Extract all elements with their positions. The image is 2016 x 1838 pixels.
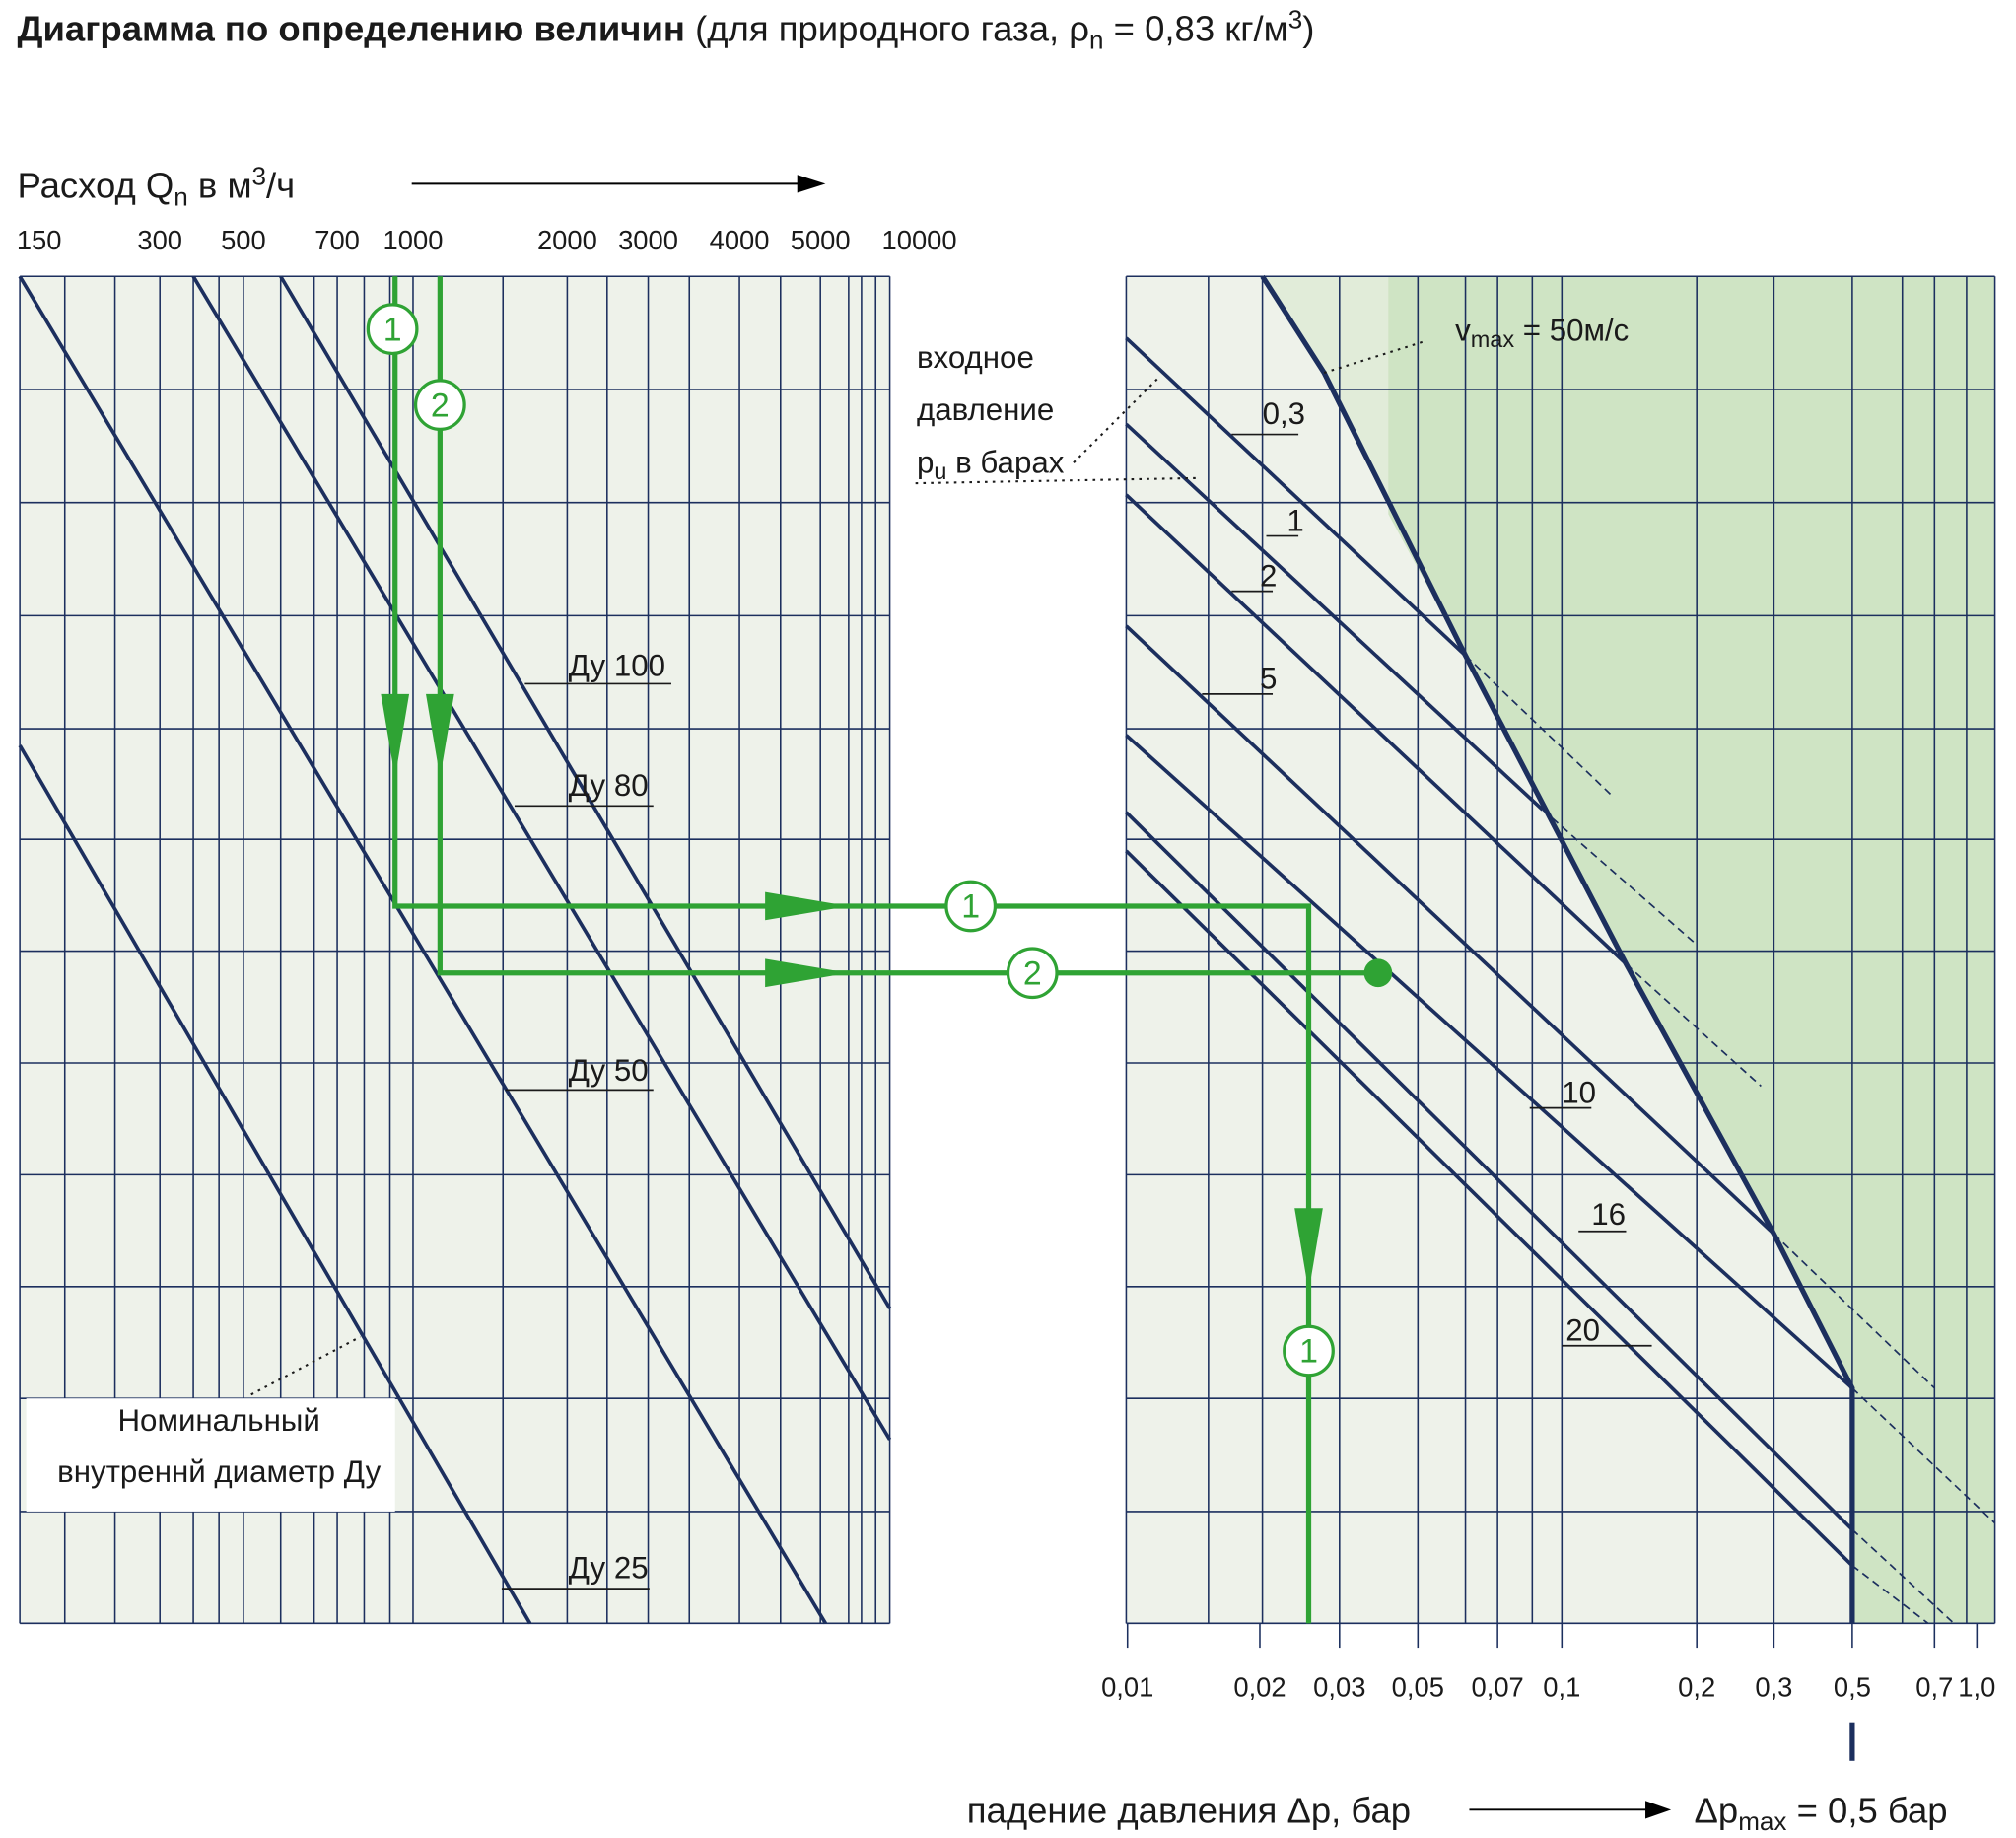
nominal-box [26, 1398, 395, 1512]
pressure-line [1125, 624, 1775, 1236]
flow-tick-label: 3000 [618, 225, 678, 255]
pressure-label: 0,3 [1263, 396, 1305, 431]
marker-label: 1 [383, 311, 402, 348]
pressure-label: 10 [1562, 1075, 1596, 1109]
path-2 [437, 276, 1378, 976]
nominal-label: Номинальный [117, 1403, 319, 1438]
drop-tick-label: 0,02 [1233, 1672, 1286, 1703]
drop-tick-label: 1,0 [1958, 1672, 1995, 1703]
drop-arrowhead [1645, 1801, 1672, 1819]
inlet-label: входное [917, 340, 1034, 375]
pressure-extension [1851, 1528, 1955, 1624]
title: Диаграмма по определению величин (для пр… [18, 5, 1315, 55]
diameter-line [18, 744, 532, 1625]
flow-tick-label: 500 [221, 225, 266, 255]
drop-tick-label: 0,01 [1101, 1672, 1153, 1703]
nominal-label: внутреннй диаметр Ду [57, 1454, 381, 1489]
pressure-line [1125, 422, 1544, 812]
flow-tick-label: 1000 [383, 225, 444, 255]
pressure-label: 2 [1260, 558, 1277, 593]
vmax-label: vmax = 50м/с [1455, 313, 1629, 352]
marker-label: 2 [1023, 954, 1042, 992]
pressure-label: 1 [1286, 503, 1303, 537]
arrowhead [1294, 1208, 1323, 1293]
leader [1323, 339, 1427, 375]
marker-circle [366, 303, 419, 356]
marker-circle [413, 379, 466, 431]
diameter-line [191, 275, 892, 1441]
drop-axis-label: падение давления Δp, бар [967, 1790, 1411, 1830]
drop-tick-label: 0,07 [1472, 1672, 1524, 1703]
arrowhead [426, 693, 454, 778]
inlet-label: pu в барах [917, 446, 1065, 485]
diameter-line [279, 275, 892, 1309]
diameter-label: Ду 100 [569, 649, 665, 683]
marker-label: 1 [1299, 1333, 1318, 1371]
drop-tick-label: 0,7 [1915, 1672, 1953, 1703]
pressure-extension [1625, 962, 1762, 1088]
leader [1073, 378, 1158, 463]
marker-circle [1283, 1324, 1335, 1378]
inlet-label: давление [917, 392, 1054, 427]
curves [18, 275, 1996, 1625]
pressure-extension [1773, 1233, 1935, 1389]
marker-label: 1 [961, 888, 980, 926]
flow-arrowhead [797, 175, 826, 193]
drop-tick-label: 0,1 [1543, 1672, 1580, 1703]
diameter-line [18, 275, 827, 1625]
flow-tick-label: 5000 [791, 225, 851, 255]
flow-tick-label: 150 [17, 225, 62, 255]
flow-tick-label: 10000 [882, 225, 957, 255]
drop-tick-label: 0,2 [1678, 1672, 1715, 1703]
flow-axis-label: Расход Qn в м3/ч [18, 162, 296, 212]
marker-circle [1006, 947, 1059, 1000]
diameter-label: Ду 25 [569, 1551, 649, 1586]
flow-tick-label: 2000 [537, 225, 597, 255]
arrowhead [765, 958, 849, 988]
marker-label: 2 [431, 387, 450, 424]
pressure-label: 20 [1565, 1313, 1600, 1348]
flow-tick-label: 700 [314, 225, 360, 255]
end-point [1363, 958, 1393, 988]
pressure-extension [1851, 1387, 1996, 1524]
pressure-label: 5 [1260, 662, 1277, 696]
diameter-label: Ду 50 [569, 1053, 649, 1088]
flow-tick-label: 4000 [710, 225, 770, 255]
drop-tick-label: 0,05 [1392, 1672, 1444, 1703]
diameter-label: Ду 80 [569, 768, 649, 803]
marker-circle [944, 880, 998, 933]
arrowhead [381, 693, 410, 778]
pressure-extension [1851, 1564, 1929, 1624]
leader [250, 1335, 362, 1396]
drop-tick-label: 0,5 [1834, 1672, 1871, 1703]
pressure-line [1125, 336, 1467, 658]
pressure-line [1125, 811, 1854, 1531]
arrowhead [765, 891, 849, 921]
pressure-line [1125, 849, 1854, 1567]
pressure-line [1125, 734, 1854, 1390]
pressure-label: 16 [1591, 1197, 1626, 1232]
flow-tick-label: 300 [137, 225, 182, 255]
pressure-line [1125, 493, 1628, 965]
leader [915, 476, 1196, 485]
pressure-extension [1542, 809, 1698, 946]
pressure-extension [1464, 655, 1615, 798]
max-label: Δpmax = 0,5 бар [1695, 1790, 1948, 1836]
drop-tick-label: 0,03 [1313, 1672, 1365, 1703]
drop-tick-label: 0,3 [1755, 1672, 1792, 1703]
